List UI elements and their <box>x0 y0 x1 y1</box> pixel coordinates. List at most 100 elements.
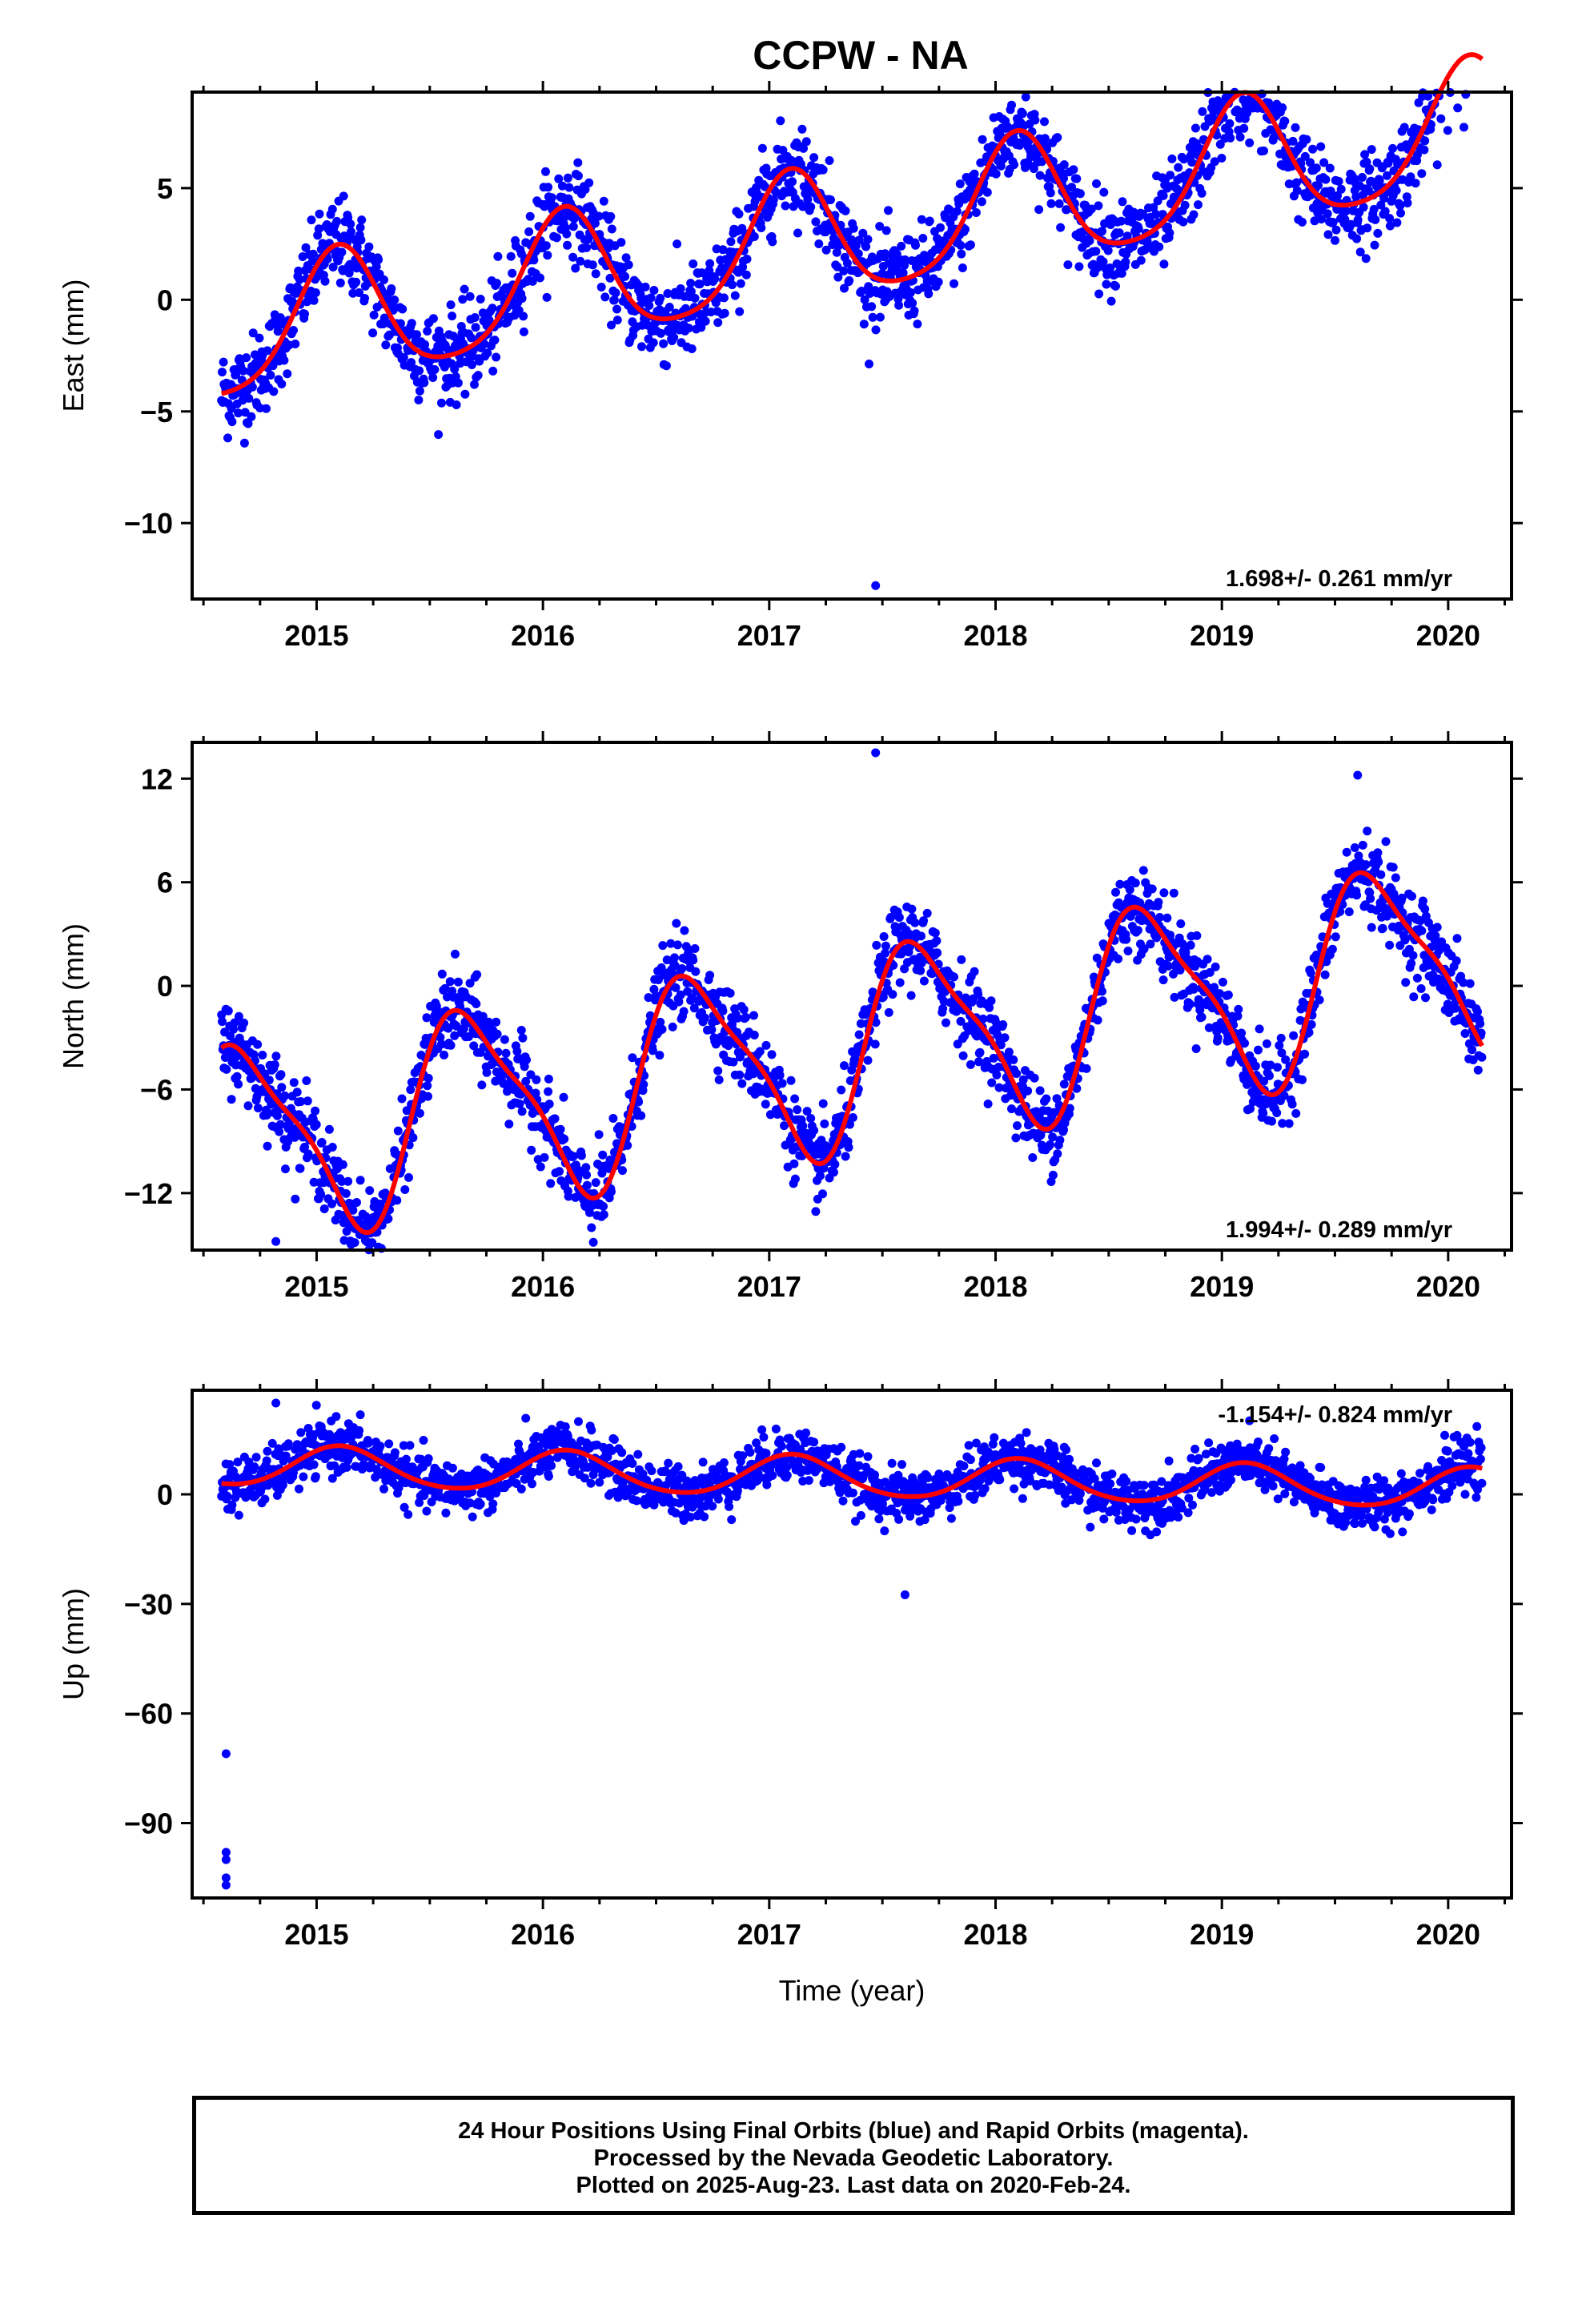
data-point <box>884 206 893 215</box>
data-point <box>472 970 482 979</box>
data-point <box>707 1025 717 1035</box>
data-point <box>424 1092 432 1101</box>
data-point <box>374 255 383 264</box>
data-point <box>527 1145 536 1155</box>
data-point <box>1203 955 1212 964</box>
data-point <box>1397 893 1407 903</box>
x-tick-label: 2018 <box>963 619 1027 652</box>
fit-line <box>220 52 1484 396</box>
data-point <box>1435 946 1443 955</box>
data-point <box>679 1007 689 1016</box>
data-point <box>337 247 347 257</box>
data-point <box>346 219 355 229</box>
data-point <box>584 178 594 187</box>
data-point <box>922 908 932 918</box>
data-point <box>900 255 909 264</box>
data-point <box>398 304 408 314</box>
data-point <box>420 1491 429 1500</box>
data-point <box>428 373 438 382</box>
data-point <box>818 1099 828 1108</box>
data-point <box>1155 913 1164 922</box>
data-point <box>586 1478 596 1488</box>
data-point <box>1325 163 1335 173</box>
data-point <box>1072 1084 1082 1093</box>
data-point <box>1053 133 1062 143</box>
data-point <box>1012 1069 1022 1079</box>
data-point <box>956 1016 966 1026</box>
data-point <box>467 360 476 369</box>
data-point <box>818 1189 827 1199</box>
data-point <box>371 1465 381 1474</box>
data-point <box>840 1061 849 1071</box>
data-point <box>1035 171 1045 180</box>
data-point <box>1114 228 1124 238</box>
data-point <box>480 340 489 348</box>
data-point <box>289 1078 299 1088</box>
data-point <box>387 284 396 293</box>
data-point <box>223 1491 232 1501</box>
data-point <box>1246 1104 1255 1113</box>
data-point <box>761 1040 771 1050</box>
data-point <box>1106 263 1115 272</box>
data-point <box>352 1198 361 1207</box>
data-point <box>320 276 330 286</box>
data-point <box>1189 210 1199 219</box>
data-point <box>673 940 682 950</box>
data-point <box>894 300 904 310</box>
data-point <box>1276 1033 1286 1043</box>
data-point <box>1416 984 1426 993</box>
data-point <box>710 274 720 283</box>
data-point <box>1374 857 1383 866</box>
data-point <box>1367 923 1376 932</box>
data-point <box>450 1031 460 1040</box>
data-point <box>580 1474 589 1483</box>
data-point <box>1300 1049 1310 1059</box>
data-point <box>223 1006 233 1015</box>
data-point <box>342 1462 351 1472</box>
data-point <box>296 1097 306 1106</box>
data-point <box>226 1031 235 1041</box>
data-point <box>263 346 272 356</box>
data-point <box>1376 200 1386 210</box>
data-point <box>607 1446 616 1455</box>
data-point <box>576 1151 586 1160</box>
data-point <box>1191 123 1200 133</box>
data-point <box>465 292 475 301</box>
fit-line <box>219 870 1484 1236</box>
data-point <box>1098 257 1108 267</box>
data-point <box>803 195 813 204</box>
data-point <box>267 1438 277 1448</box>
data-point <box>892 249 901 259</box>
data-point <box>1362 157 1371 167</box>
y-tick-label: 0 <box>157 970 173 1003</box>
data-point <box>952 207 962 216</box>
data-point <box>247 412 256 421</box>
data-point <box>1092 953 1102 963</box>
data-point <box>339 191 348 201</box>
data-point <box>580 185 590 194</box>
data-point <box>617 1448 627 1458</box>
data-point <box>932 936 942 946</box>
data-point <box>315 209 324 219</box>
data-point <box>607 224 616 234</box>
data-point <box>338 1160 347 1169</box>
data-point <box>1103 246 1113 255</box>
data-point <box>263 1446 272 1456</box>
data-point <box>966 1059 975 1069</box>
data-point <box>1195 1005 1205 1015</box>
data-point <box>501 1048 511 1058</box>
outlier-point <box>871 581 881 590</box>
data-point <box>623 1140 632 1150</box>
data-point <box>950 279 958 288</box>
data-point <box>1388 143 1397 153</box>
data-point <box>1158 210 1167 219</box>
data-point <box>379 275 388 284</box>
data-point <box>663 289 673 298</box>
data-point <box>1259 146 1268 155</box>
data-point <box>897 241 906 251</box>
data-point <box>1412 973 1422 983</box>
data-point <box>529 255 539 265</box>
data-point <box>665 303 674 312</box>
data-point <box>291 1194 300 1204</box>
data-point <box>603 1452 612 1462</box>
